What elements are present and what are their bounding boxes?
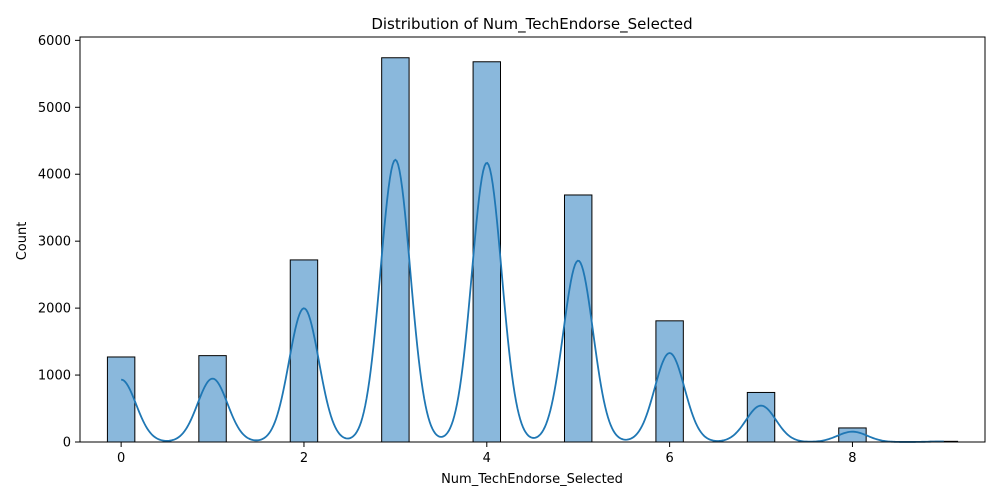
x-tick-label: 6 (665, 451, 673, 466)
y-axis: 0 1000 2000 3000 4000 5000 6000 (38, 34, 80, 451)
y-tick-label: 2000 (38, 302, 71, 317)
y-tick-label: 6000 (38, 34, 71, 49)
bar-6 (655, 320, 684, 443)
bar-1 (198, 355, 227, 443)
x-tick-label: 2 (300, 451, 308, 466)
chart-title: Distribution of Num_TechEndorse_Selected (371, 15, 692, 34)
x-axis: 0 2 4 6 8 (117, 442, 857, 466)
bar-2 (289, 259, 319, 443)
y-tick-label: 5000 (38, 101, 71, 116)
bar-0 (106, 356, 136, 443)
plot-area-frame (79, 36, 986, 443)
bar-5 (563, 194, 593, 443)
x-tick-label: 4 (483, 451, 491, 466)
y-tick-label: 0 (63, 436, 71, 451)
bar-4 (472, 61, 501, 443)
bar-8 (838, 427, 867, 443)
y-tick-label: 3000 (38, 235, 71, 250)
bar-7 (746, 391, 776, 443)
bar-3 (381, 57, 410, 443)
y-axis-label: Count (15, 222, 30, 261)
y-tick-label: 4000 (38, 168, 71, 183)
x-tick-label: 8 (848, 451, 856, 466)
x-axis-label: Num_TechEndorse_Selected (441, 472, 623, 487)
bars-group (106, 57, 959, 443)
x-tick-label: 0 (117, 451, 125, 466)
y-tick-label: 1000 (38, 369, 71, 384)
